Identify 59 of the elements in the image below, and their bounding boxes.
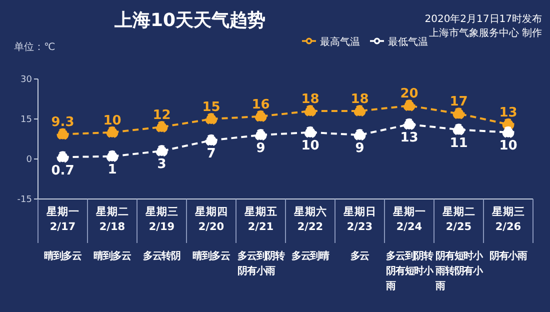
data-label: 11 bbox=[450, 136, 468, 151]
point bbox=[403, 100, 416, 112]
point bbox=[354, 129, 366, 141]
point bbox=[452, 108, 465, 120]
data-label: 9 bbox=[256, 141, 266, 156]
category-label: 星期三 2/26 阴有小雨 bbox=[489, 206, 528, 262]
category-label: 星期一 2/17 晴到多云 bbox=[44, 206, 82, 262]
data-label: 18 bbox=[301, 92, 320, 107]
data-label: 10 bbox=[499, 138, 518, 154]
data-label: 10 bbox=[301, 138, 320, 154]
data-label: 18 bbox=[350, 92, 369, 107]
data-label: 13 bbox=[499, 105, 518, 120]
data-label: 20 bbox=[400, 86, 418, 102]
data-label: 7 bbox=[206, 146, 216, 162]
data-label: 17 bbox=[450, 94, 468, 110]
point bbox=[502, 126, 514, 138]
legend-label: 最低气温 bbox=[388, 37, 428, 48]
y-tick-label: -15 bbox=[17, 195, 32, 206]
text: 单位：℃ bbox=[14, 40, 56, 54]
point bbox=[403, 118, 416, 130]
point bbox=[156, 121, 168, 133]
category-label: 星期一 2/24 多云到阴转阴有短时小雨 bbox=[386, 206, 434, 292]
chart-title: 上海10天天气趋势 bbox=[113, 9, 267, 32]
category-label: 星期四 2/20 晴到多云 bbox=[192, 206, 230, 262]
category-label: 星期二 2/18 晴到多云 bbox=[93, 206, 132, 262]
y-tick-label: 0 bbox=[26, 155, 32, 166]
point bbox=[106, 126, 118, 138]
category-label: 星期二 2/25 阴有短时小雨转阴有小雨 bbox=[436, 206, 483, 292]
point bbox=[56, 151, 69, 164]
point bbox=[56, 128, 69, 140]
data-label: 1 bbox=[108, 162, 117, 178]
y-tick-label: 15 bbox=[20, 115, 32, 126]
point bbox=[254, 129, 267, 141]
data-label: 9.3 bbox=[51, 115, 74, 130]
category-label: 星期日 2/23 多云 bbox=[343, 206, 376, 262]
point bbox=[304, 105, 316, 117]
point bbox=[354, 105, 366, 117]
legend-label: 最高气温 bbox=[320, 37, 360, 48]
data-label: 13 bbox=[400, 130, 418, 146]
point bbox=[205, 134, 218, 146]
point bbox=[205, 113, 218, 125]
y-tick-label: 30 bbox=[20, 75, 32, 86]
point bbox=[254, 110, 267, 122]
point bbox=[452, 124, 465, 136]
data-label: 12 bbox=[152, 108, 171, 123]
data-label: 0.7 bbox=[51, 163, 74, 178]
category-label: 星期五 2/21 多云到阴转阴有小雨 bbox=[238, 206, 285, 277]
data-label: 16 bbox=[252, 97, 270, 112]
text: 上海市气象服务中心 制作 bbox=[428, 28, 542, 39]
data-label: 10 bbox=[103, 113, 122, 128]
point bbox=[106, 150, 118, 162]
point bbox=[156, 145, 168, 157]
data-label: 15 bbox=[202, 100, 220, 115]
category-label: 星期三 2/19 多云转阴 bbox=[142, 206, 181, 262]
point bbox=[304, 126, 316, 138]
category-label: 星期六 2/22 多云到晴 bbox=[291, 206, 330, 262]
data-label: 3 bbox=[157, 157, 166, 172]
data-label: 9 bbox=[355, 141, 364, 156]
text: 2020年2月17日17时发布 bbox=[424, 13, 542, 27]
